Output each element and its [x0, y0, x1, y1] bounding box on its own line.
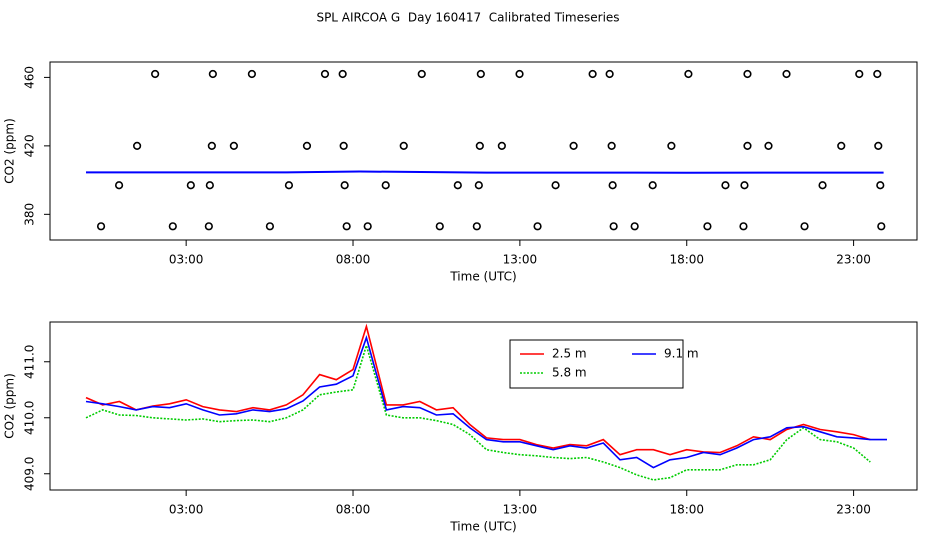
data-point	[743, 69, 752, 79]
data-point	[876, 181, 885, 190]
data-point	[474, 181, 483, 190]
data-point	[721, 181, 730, 190]
data-point	[533, 222, 542, 231]
y-tick-label: 411.0	[23, 345, 37, 379]
data-point	[435, 222, 444, 231]
x-axis-label: Time (UTC)	[449, 520, 516, 534]
x-tick-label: 08:00	[336, 503, 371, 517]
x-tick-label: 13:00	[503, 253, 538, 267]
x-tick-label: 23:00	[836, 503, 871, 517]
data-point	[381, 181, 390, 190]
y-axis-label: CO2 (ppm)	[3, 373, 17, 439]
x-tick-label: 18:00	[669, 503, 704, 517]
data-point	[204, 222, 213, 231]
legend-label: 2.5 m	[552, 347, 587, 361]
x-tick-label: 03:00	[169, 253, 204, 267]
data-point	[476, 69, 485, 79]
data-point	[338, 69, 347, 79]
data-point	[340, 181, 349, 190]
data-point	[96, 222, 106, 231]
data-point	[497, 141, 506, 150]
data-point	[873, 69, 882, 79]
y-tick-label: 380	[23, 203, 37, 226]
data-point	[229, 141, 238, 150]
data-point	[588, 69, 597, 79]
plot-frame	[49, 321, 918, 491]
x-axis-label: Time (UTC)	[449, 270, 516, 284]
x-tick-label: 03:00	[169, 503, 204, 517]
y-tick-label: 420	[23, 134, 37, 157]
data-point	[515, 69, 524, 79]
x-tick-label: 18:00	[669, 253, 704, 267]
legend-box	[509, 339, 684, 389]
data-point	[342, 222, 351, 231]
data-point	[739, 222, 748, 231]
data-point	[207, 141, 216, 150]
data-point	[302, 141, 312, 150]
data-point	[630, 222, 639, 231]
data-point	[247, 69, 256, 79]
x-tick-label: 23:00	[836, 253, 871, 267]
data-point	[363, 222, 372, 231]
y-tick-label: 409.0	[23, 457, 37, 491]
data-line	[85, 342, 871, 481]
data-point	[877, 222, 886, 231]
data-point	[265, 222, 275, 231]
data-line	[86, 170, 884, 174]
data-point	[284, 181, 294, 190]
data-point	[133, 141, 142, 150]
y-tick-label: 460	[23, 66, 37, 89]
data-point	[837, 141, 846, 150]
data-point	[648, 181, 657, 190]
data-point	[551, 181, 560, 190]
x-tick-label: 08:00	[336, 253, 371, 267]
data-point	[703, 222, 712, 231]
legend-label: 9.1 m	[664, 347, 699, 361]
data-point	[151, 69, 160, 79]
data-point	[339, 141, 348, 150]
data-point	[764, 141, 773, 150]
data-line	[85, 323, 871, 456]
data-point	[818, 181, 827, 190]
legend-label: 5.8 m	[552, 366, 587, 380]
chart-title: SPL AIRCOA G Day 160417 Calibrated Times…	[316, 11, 619, 25]
data-point	[168, 222, 177, 231]
data-point	[667, 141, 676, 150]
data-point	[472, 222, 481, 231]
data-point	[855, 69, 864, 79]
x-tick-label: 13:00	[503, 503, 538, 517]
data-point	[684, 69, 693, 79]
data-point	[607, 141, 616, 150]
data-point	[186, 181, 195, 190]
data-point	[475, 141, 484, 150]
data-point	[399, 141, 408, 150]
data-point	[114, 181, 124, 190]
data-point	[208, 69, 217, 79]
data-point	[417, 69, 426, 79]
data-point	[743, 141, 752, 150]
plot-frame	[49, 61, 918, 241]
data-point	[608, 181, 617, 190]
data-point	[874, 141, 883, 150]
data-point	[453, 181, 462, 190]
data-point	[782, 69, 791, 79]
data-point	[609, 222, 618, 231]
y-tick-label: 410.0	[23, 401, 37, 435]
data-point	[320, 69, 330, 79]
y-axis-label: CO2 (ppm)	[3, 118, 17, 184]
data-point	[740, 181, 749, 190]
data-point	[800, 222, 809, 231]
data-point	[605, 69, 614, 79]
data-line	[85, 335, 887, 469]
data-point	[569, 141, 578, 150]
data-point	[205, 181, 214, 190]
